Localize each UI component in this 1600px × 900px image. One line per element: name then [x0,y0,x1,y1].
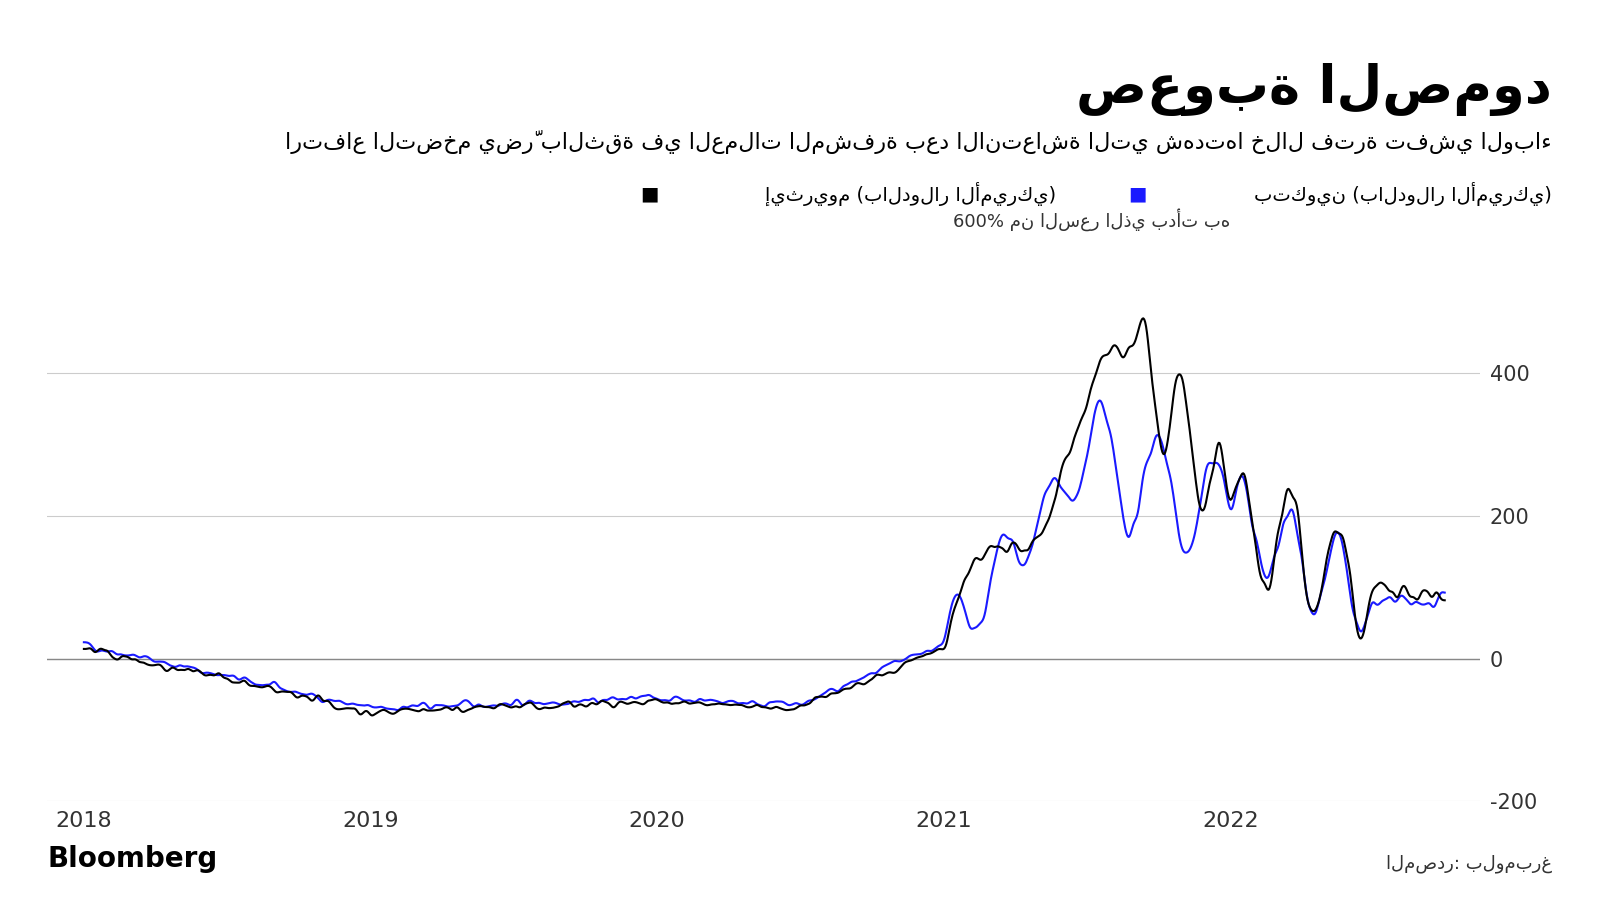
Text: صعوبة الصمود: صعوبة الصمود [1077,63,1552,116]
Text: 600% من السعر الذي بدأت به: 600% من السعر الذي بدأت به [954,208,1230,230]
Text: ■: ■ [1128,184,1146,203]
Text: ■: ■ [640,184,658,203]
Text: ارتفاع التضخم يضرّ بالثقة في العملات المشفرة بعد الانتعاشة التي شهدتها خلال فترة: ارتفاع التضخم يضرّ بالثقة في العملات الم… [285,130,1552,155]
Text: إيثريوم (بالدولار الأميركي): إيثريوم (بالدولار الأميركي) [765,182,1056,205]
Text: بتكوين (بالدولار الأميركي): بتكوين (بالدولار الأميركي) [1254,182,1552,205]
Text: Bloomberg: Bloomberg [48,845,218,873]
Text: المصدر: بلومبرغ: المصدر: بلومبرغ [1386,854,1552,873]
